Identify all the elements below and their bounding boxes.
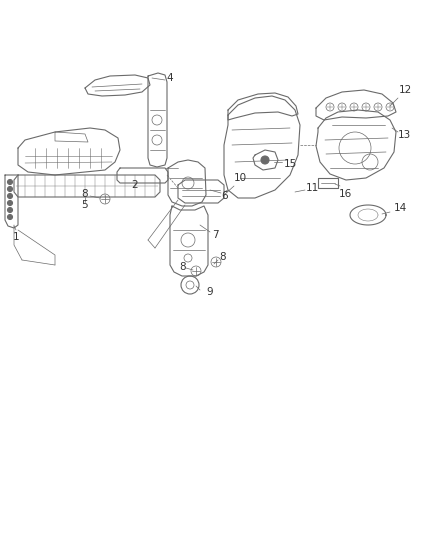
Text: 4: 4: [167, 73, 173, 83]
Text: 8: 8: [220, 252, 226, 262]
Text: 15: 15: [283, 159, 297, 169]
Text: 8: 8: [82, 189, 88, 199]
Text: 11: 11: [305, 183, 318, 193]
Circle shape: [7, 207, 13, 213]
Text: 8: 8: [180, 262, 186, 272]
Text: 14: 14: [393, 203, 406, 213]
Text: 12: 12: [399, 85, 412, 95]
Circle shape: [7, 180, 13, 184]
Text: 1: 1: [13, 232, 19, 242]
Circle shape: [7, 193, 13, 198]
Text: 16: 16: [339, 189, 352, 199]
Text: 5: 5: [82, 200, 88, 210]
Text: 9: 9: [207, 287, 213, 297]
Text: 7: 7: [212, 230, 218, 240]
Circle shape: [7, 200, 13, 206]
Text: 2: 2: [132, 180, 138, 190]
Circle shape: [7, 214, 13, 220]
Text: 10: 10: [233, 173, 247, 183]
Circle shape: [261, 156, 269, 164]
Text: 13: 13: [397, 130, 411, 140]
Text: 6: 6: [222, 191, 228, 201]
Circle shape: [7, 187, 13, 191]
